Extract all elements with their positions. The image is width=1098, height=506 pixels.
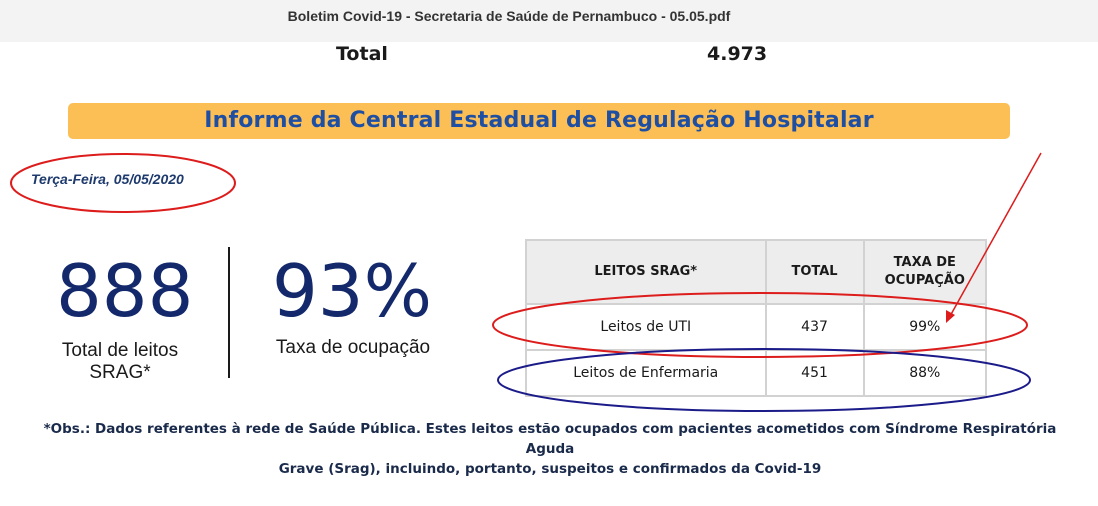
row-name: Leitos de UTI [525, 303, 767, 351]
footnote-line2: Grave (Srag), incluindo, portanto, suspe… [278, 461, 822, 477]
footnote: *Obs.: Dados referentes à rede de Saúde … [32, 419, 1068, 479]
row-rate: 99% [862, 303, 988, 351]
column-header-leitos: LEITOS SRAG* [525, 239, 767, 305]
table-row: Leitos de Enfermaria 451 88% [525, 349, 988, 397]
footnote-line1: *Obs.: Dados referentes à rede de Saúde … [43, 421, 1057, 457]
srag-beds-table: LEITOS SRAG* TOTAL TAXA DE OCUPAÇÃO Leit… [525, 239, 988, 397]
report-date: Terça-Feira, 05/05/2020 [31, 171, 184, 187]
occupancy-number: 93% [272, 249, 433, 333]
viewer-toolbar: Boletim Covid-19 - Secretaria de Saúde d… [0, 0, 1098, 42]
section-banner: Informe da Central Estadual de Regulação… [68, 103, 1010, 139]
table-row: Leitos de UTI 437 99% [525, 303, 988, 351]
occupancy-caption: Taxa de ocupação [275, 337, 431, 358]
column-header-total: TOTAL [764, 239, 865, 305]
stats-divider [228, 247, 230, 378]
beds-caption-line1: Total de leitos [61, 340, 179, 361]
row-name: Leitos de Enfermaria [525, 349, 767, 397]
row-total: 451 [764, 349, 865, 397]
document-title: Boletim Covid-19 - Secretaria de Saúde d… [287, 8, 731, 24]
beds-caption-line2: SRAG* [89, 362, 151, 383]
column-header-taxa: TAXA DE OCUPAÇÃO [862, 239, 988, 305]
banner-title: Informe da Central Estadual de Regulação… [204, 108, 874, 133]
beds-total-number: 888 [56, 249, 194, 333]
total-value: 4.973 [707, 43, 768, 65]
table-header-row: LEITOS SRAG* TOTAL TAXA DE OCUPAÇÃO [525, 239, 988, 305]
total-label: Total [336, 43, 388, 65]
row-total: 437 [764, 303, 865, 351]
beds-total-caption: Total de leitos SRAG* [30, 340, 210, 384]
row-rate: 88% [862, 349, 988, 397]
